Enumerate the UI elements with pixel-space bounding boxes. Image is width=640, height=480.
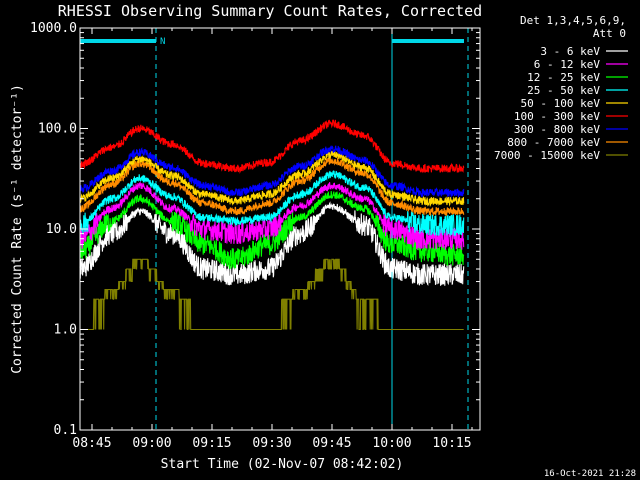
x-tick-label-6: 10:15: [432, 436, 471, 451]
chart-title: RHESSI Observing Summary Count Rates, Co…: [58, 2, 482, 20]
legend-label-0: 3 - 6 keV: [540, 45, 600, 58]
series-line-0: [79, 201, 465, 286]
series-line-8: [80, 258, 464, 331]
series-line-6: [79, 145, 465, 199]
y-tick-label-2: 10.0: [46, 222, 77, 237]
legend-label-5: 100 - 300 keV: [514, 110, 600, 123]
series-lines: [79, 119, 465, 331]
x-tick-label-2: 09:15: [192, 436, 231, 451]
legend-header-2: Att 0: [593, 27, 626, 40]
night-marker: N: [160, 37, 165, 47]
y-tick-label-0: 0.1: [54, 423, 77, 438]
series-line-7: [79, 156, 465, 217]
x-tick-label-4: 09:45: [312, 436, 351, 451]
legend-label-3: 25 - 50 keV: [527, 84, 600, 97]
y-axis: 0.1 1.0 10.0 100.0 1000.0: [30, 21, 480, 438]
legend-label-7: 800 - 7000 keV: [507, 136, 600, 149]
x-tick-label-0: 08:45: [72, 436, 111, 451]
legend-label-8: 7000 - 15000 keV: [494, 149, 600, 162]
sun-bar-0: [80, 39, 156, 43]
legend-label-2: 12 - 25 keV: [527, 71, 600, 84]
legend-label-1: 6 - 12 keV: [534, 58, 601, 71]
series-line-4: [79, 150, 465, 208]
x-tick-label-1: 09:00: [132, 436, 171, 451]
sun-bar-1: [392, 39, 464, 43]
y-tick-label-4: 1000.0: [30, 21, 77, 36]
x-tick-label-3: 09:30: [252, 436, 291, 451]
legend-header-1: Det 1,3,4,5,6,9,: [520, 14, 626, 27]
series-line-3: [79, 170, 465, 237]
y-tick-label-3: 100.0: [38, 122, 77, 137]
legend-label-4: 50 - 100 keV: [521, 97, 601, 110]
x-axis: 08:45 09:00 09:15 09:30 09:45 10:00 10:15: [72, 28, 473, 451]
series-line-5: [79, 119, 465, 174]
legend-label-6: 300 - 800 keV: [514, 123, 600, 136]
series-line-1: [79, 181, 465, 251]
x-axis-label: Start Time (02-Nov-07 08:42:02): [161, 457, 404, 472]
y-tick-label-1: 1.0: [54, 323, 77, 338]
x-tick-label-5: 10:00: [372, 436, 411, 451]
y-axis-label: Corrected Count Rate (s⁻¹ detector⁻¹): [10, 84, 25, 374]
series-line-2: [79, 191, 465, 269]
timestamp: 16-Oct-2021 21:28: [544, 469, 636, 479]
